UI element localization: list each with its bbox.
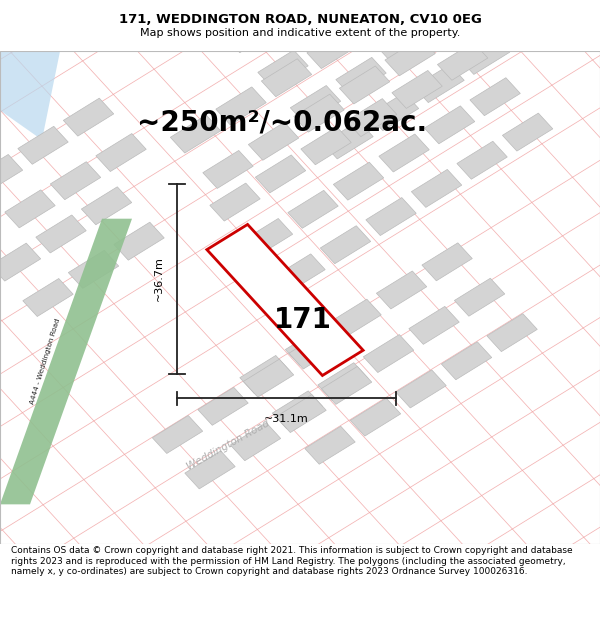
Polygon shape [64, 98, 114, 136]
Polygon shape [203, 151, 253, 188]
Polygon shape [368, 92, 419, 131]
Polygon shape [262, 59, 312, 97]
Polygon shape [307, 31, 357, 69]
Polygon shape [350, 398, 401, 436]
Polygon shape [318, 362, 368, 401]
Polygon shape [244, 359, 294, 397]
Polygon shape [322, 366, 372, 404]
Polygon shape [226, 15, 275, 52]
Polygon shape [185, 451, 235, 489]
Polygon shape [301, 127, 351, 165]
Polygon shape [258, 50, 308, 88]
Polygon shape [412, 169, 462, 208]
Polygon shape [230, 422, 281, 461]
Polygon shape [114, 222, 164, 260]
Polygon shape [242, 219, 293, 256]
Polygon shape [0, 219, 132, 504]
Polygon shape [382, 29, 432, 67]
Polygon shape [0, 243, 41, 281]
Polygon shape [340, 66, 390, 104]
Polygon shape [454, 278, 505, 316]
Polygon shape [331, 299, 381, 337]
Text: ~36.7m: ~36.7m [154, 257, 164, 301]
Polygon shape [334, 162, 384, 200]
Polygon shape [346, 99, 397, 137]
Polygon shape [210, 183, 260, 221]
Polygon shape [286, 328, 336, 365]
Polygon shape [487, 314, 537, 352]
Polygon shape [36, 215, 86, 253]
Polygon shape [276, 394, 326, 432]
Polygon shape [414, 64, 464, 102]
Polygon shape [272, 391, 323, 429]
Polygon shape [0, 154, 23, 192]
Polygon shape [216, 87, 266, 125]
Text: Weddington Road: Weddington Road [185, 418, 271, 472]
Polygon shape [275, 254, 325, 292]
Polygon shape [82, 187, 132, 225]
Polygon shape [248, 122, 299, 160]
Polygon shape [376, 271, 427, 309]
Polygon shape [437, 42, 488, 80]
Polygon shape [502, 113, 553, 151]
Polygon shape [50, 162, 101, 199]
Polygon shape [23, 279, 73, 316]
Polygon shape [366, 198, 416, 236]
Text: Contains OS data © Crown copyright and database right 2021. This information is : Contains OS data © Crown copyright and d… [11, 546, 572, 576]
Polygon shape [422, 243, 472, 281]
Polygon shape [396, 370, 446, 408]
Polygon shape [304, 22, 354, 60]
Polygon shape [505, 8, 555, 46]
Polygon shape [68, 251, 119, 288]
Polygon shape [5, 190, 55, 228]
Polygon shape [294, 94, 344, 132]
Polygon shape [442, 342, 492, 380]
Polygon shape [18, 126, 68, 164]
Polygon shape [392, 71, 442, 108]
Polygon shape [240, 356, 290, 393]
Polygon shape [289, 331, 339, 369]
Polygon shape [460, 36, 510, 74]
Polygon shape [424, 106, 475, 144]
Text: Map shows position and indicative extent of the property.: Map shows position and indicative extent… [140, 28, 460, 39]
Polygon shape [305, 426, 355, 464]
Polygon shape [96, 134, 146, 171]
Text: A444 - Weddington Road: A444 - Weddington Road [29, 318, 61, 405]
Text: ~31.1m: ~31.1m [264, 414, 309, 424]
Polygon shape [323, 121, 373, 159]
Polygon shape [364, 334, 414, 372]
Text: 171: 171 [274, 306, 332, 334]
Polygon shape [288, 191, 338, 228]
Polygon shape [457, 141, 507, 179]
Text: ~250m²/~0.062ac.: ~250m²/~0.062ac. [137, 109, 427, 137]
Polygon shape [0, 51, 60, 140]
Polygon shape [385, 38, 435, 76]
Polygon shape [170, 115, 221, 153]
Polygon shape [470, 78, 520, 116]
Polygon shape [320, 226, 371, 264]
Polygon shape [336, 58, 386, 96]
Polygon shape [290, 86, 341, 124]
Text: 171, WEDDINGTON ROAD, NUNEATON, CV10 0EG: 171, WEDDINGTON ROAD, NUNEATON, CV10 0EG [119, 12, 481, 26]
Polygon shape [409, 306, 459, 344]
Polygon shape [207, 224, 363, 376]
Polygon shape [256, 155, 306, 193]
Polygon shape [152, 416, 203, 454]
Polygon shape [379, 134, 429, 172]
Polygon shape [198, 388, 248, 425]
